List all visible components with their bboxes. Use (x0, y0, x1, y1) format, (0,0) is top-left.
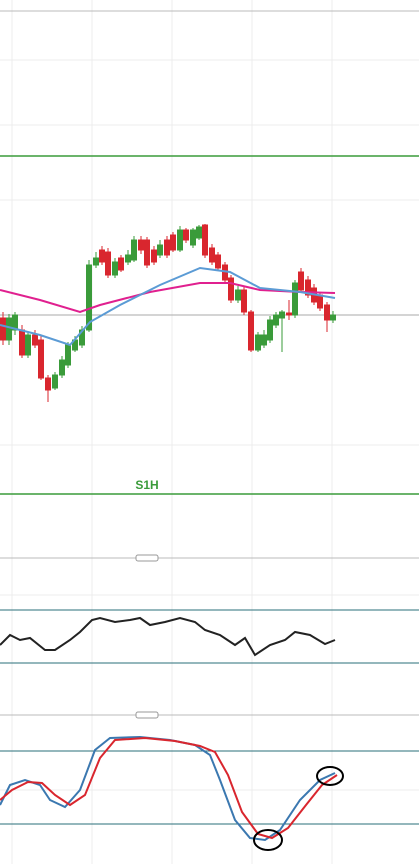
candle-body (125, 254, 131, 263)
candle-body (86, 264, 92, 331)
candle-body (19, 329, 25, 356)
panel-label: S1H (135, 478, 158, 492)
candle-body (190, 229, 196, 246)
candle-body (196, 226, 202, 239)
candle-body (151, 249, 157, 263)
candle-body (209, 247, 215, 263)
candle-body (228, 277, 234, 301)
highlight-circle (316, 766, 344, 786)
candle-body (235, 289, 241, 301)
candle-body (183, 229, 189, 241)
candle-body (317, 294, 323, 309)
candle-body (112, 261, 118, 276)
candle-body (248, 311, 254, 351)
stoch-k (0, 735, 336, 842)
candle-body (105, 251, 111, 276)
candle-body (6, 317, 12, 341)
candle-body (65, 344, 71, 366)
rsi-line (0, 616, 336, 657)
candle-body (170, 234, 176, 251)
candle-body (273, 314, 279, 326)
candle-body (99, 249, 105, 263)
pane-handle[interactable] (135, 711, 159, 719)
candle-body (131, 239, 137, 261)
candle-body (32, 334, 38, 346)
candle-body (93, 257, 99, 266)
stoch-d (0, 736, 338, 840)
ma-slow (0, 282, 336, 314)
pane-handle[interactable] (135, 554, 159, 562)
candle-body (324, 304, 330, 321)
candle-body (298, 271, 304, 291)
candle-body (157, 244, 163, 256)
candle-body (255, 334, 261, 351)
candle-body (59, 359, 65, 376)
candle-body (164, 239, 170, 256)
candle-body (38, 339, 44, 379)
candle-body (12, 314, 18, 331)
candle-body (177, 229, 183, 251)
candle-body (144, 239, 150, 266)
candle-body (0, 317, 6, 341)
candle-body (267, 319, 273, 341)
candle-body (292, 282, 298, 316)
candle-body (330, 314, 336, 321)
ma-fast (0, 266, 336, 347)
candle-body (286, 312, 292, 316)
candle-body (305, 279, 311, 296)
highlight-circle (253, 829, 283, 851)
candle-body (261, 334, 267, 346)
candle-body (202, 224, 208, 256)
candle-body (25, 334, 31, 356)
candles (0, 224, 336, 402)
candle-body (118, 257, 124, 271)
candle-body (215, 254, 221, 269)
candle-body (52, 374, 58, 389)
candle-body (45, 377, 51, 391)
candle-body (241, 289, 247, 313)
candle-body (279, 311, 285, 319)
candle-body (138, 239, 144, 251)
